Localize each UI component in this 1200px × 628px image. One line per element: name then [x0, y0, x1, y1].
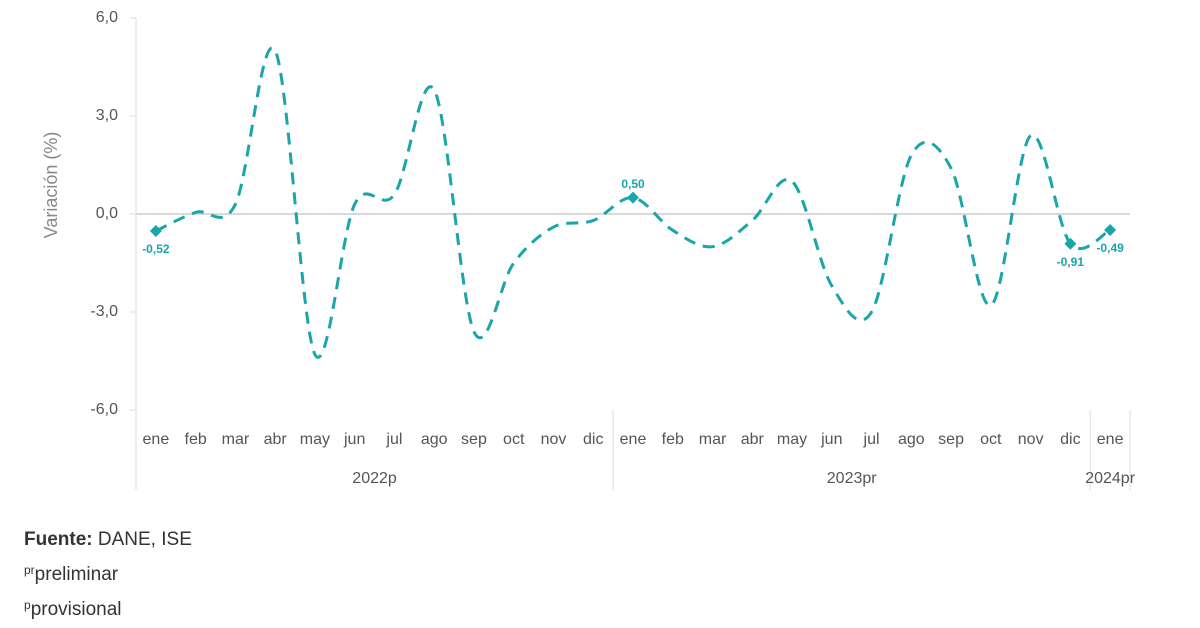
- x-tick-label: mar: [699, 431, 727, 448]
- x-tick-label: nov: [541, 431, 567, 448]
- line: [155, 46, 1111, 359]
- point-marker: [1064, 237, 1077, 250]
- x-tick-label: oct: [503, 431, 525, 448]
- x-tick-label: ene: [620, 431, 647, 448]
- source-text: DANE, ISE: [97, 529, 192, 550]
- data-label: -0,91: [1057, 255, 1085, 269]
- x-tick-label: ene: [143, 431, 170, 448]
- x-tick-label: feb: [662, 431, 684, 448]
- x-tick-label: dic: [1060, 431, 1080, 448]
- group-label: 2022p: [352, 470, 397, 487]
- x-tick-label: jun: [343, 431, 365, 448]
- y-tick-label: -6,0: [90, 401, 118, 418]
- point-marker: [627, 191, 639, 204]
- source: Fuente: DANE, ISE: [24, 524, 192, 555]
- x-tick-label: may: [300, 431, 330, 448]
- data-label: 0,50: [621, 177, 645, 191]
- x-tick-label: ago: [421, 431, 448, 448]
- point-marker: [149, 224, 162, 237]
- x-tick-label: ene: [1097, 431, 1124, 448]
- x-tick-label: may: [777, 431, 807, 448]
- x-tick-label: feb: [185, 431, 207, 448]
- x-tick-label: dic: [583, 431, 603, 448]
- x-tick-label: jul: [863, 431, 880, 448]
- y-tick-label: -3,0: [90, 303, 118, 320]
- note-mark: pr: [24, 563, 35, 577]
- note: pprovisional: [24, 590, 192, 625]
- x-tick-label: sep: [461, 431, 487, 448]
- group-label: 2023pr: [827, 470, 877, 487]
- data-label: -0,52: [142, 242, 170, 256]
- x-tick-label: jun: [820, 431, 842, 448]
- notes: Fuente: DANE, ISE prpreliminar pprovisio…: [24, 524, 192, 625]
- note: prpreliminar: [24, 555, 192, 590]
- x-tick-label: jul: [385, 431, 402, 448]
- x-tick-label: nov: [1018, 431, 1044, 448]
- note-mark: p: [24, 598, 31, 612]
- x-tick-label: sep: [938, 431, 964, 448]
- x-tick-label: ago: [898, 431, 925, 448]
- y-tick-label: 3,0: [96, 107, 118, 124]
- source-label: Fuente:: [24, 529, 93, 550]
- y-axis-label: Variación (%): [41, 132, 61, 239]
- data-label: -0,49: [1096, 241, 1124, 255]
- x-tick-label: abr: [741, 431, 765, 448]
- x-tick-label: mar: [222, 431, 250, 448]
- y-tick-label: 0,0: [96, 205, 118, 222]
- y-tick-label: 6,0: [96, 9, 118, 26]
- note-text: provisional: [30, 599, 122, 620]
- x-tick-label: oct: [980, 431, 1002, 448]
- group-label: 2024pr: [1085, 470, 1135, 487]
- note-text: preliminar: [34, 564, 119, 585]
- x-tick-label: abr: [264, 431, 288, 448]
- point-marker: [1104, 224, 1117, 237]
